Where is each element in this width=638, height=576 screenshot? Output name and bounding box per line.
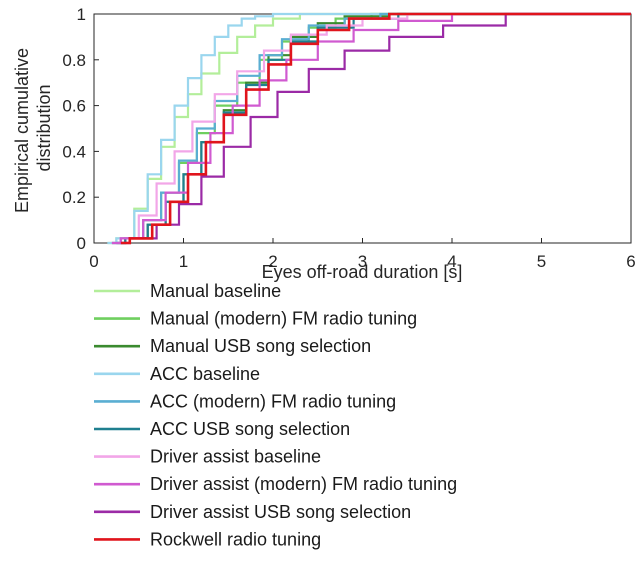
y-axis-title: Empirical cumulative distribution bbox=[12, 43, 54, 213]
x-tick-label: 3 bbox=[358, 252, 367, 271]
y-tick-label: 0.8 bbox=[62, 51, 86, 70]
x-tick-label: 1 bbox=[179, 252, 188, 271]
y-tick-label: 0.6 bbox=[62, 97, 86, 116]
y-axis-title-line-2: distribution bbox=[34, 84, 54, 171]
legend-label-driver-assist-usb-song-selection: Driver assist USB song selection bbox=[150, 502, 411, 522]
y-tick-label: 0 bbox=[77, 234, 86, 253]
y-tick-label: 0.2 bbox=[62, 188, 86, 207]
x-tick-label: 5 bbox=[537, 252, 546, 271]
y-tick-label: 0.4 bbox=[62, 142, 86, 161]
series-line-acc-usb-song-selection bbox=[116, 12, 631, 245]
x-tick-label: 4 bbox=[447, 252, 456, 271]
legend: Manual baseline Manual (modern) FM radio … bbox=[94, 281, 457, 549]
x-tick-label: 6 bbox=[626, 252, 635, 271]
legend-label-rockwell-radio-tuning: Rockwell radio tuning bbox=[150, 529, 321, 549]
y-axis-title-line-1: Empirical cumulative bbox=[12, 48, 32, 213]
legend-label-driver-assist-modern-fm-radio-tuning: Driver assist (modern) FM radio tuning bbox=[150, 474, 457, 494]
y-axis-ticks: 0 0.2 0.4 0.6 0.8 1 bbox=[62, 5, 99, 253]
x-tick-label: 0 bbox=[89, 252, 98, 271]
x-axis-title: Eyes off-road duration [s] bbox=[262, 262, 463, 282]
legend-label-acc-usb-song-selection: ACC USB song selection bbox=[150, 419, 350, 439]
legend-label-manual-usb-song-selection: Manual USB song selection bbox=[150, 336, 371, 356]
series-line-acc-baseline bbox=[107, 12, 631, 245]
y-tick-label: 1 bbox=[77, 5, 86, 24]
x-tick-label: 2 bbox=[268, 252, 277, 271]
series-line-manual-baseline bbox=[107, 12, 631, 245]
legend-label-acc-baseline: ACC baseline bbox=[150, 364, 260, 384]
legend-label-driver-assist-baseline: Driver assist baseline bbox=[150, 447, 321, 467]
x-axis-ticks: 0 1 2 3 4 5 6 bbox=[89, 238, 636, 271]
series-line-driver-assist-baseline bbox=[111, 12, 631, 245]
series-line-rockwell-radio-tuning bbox=[120, 12, 631, 245]
legend-label-manual-baseline: Manual baseline bbox=[150, 281, 281, 301]
legend-label-manual-modern-fm-radio-tuning: Manual (modern) FM radio tuning bbox=[150, 309, 417, 329]
series-layer bbox=[107, 12, 631, 245]
legend-label-acc-modern-fm-radio-tuning: ACC (modern) FM radio tuning bbox=[150, 391, 396, 411]
